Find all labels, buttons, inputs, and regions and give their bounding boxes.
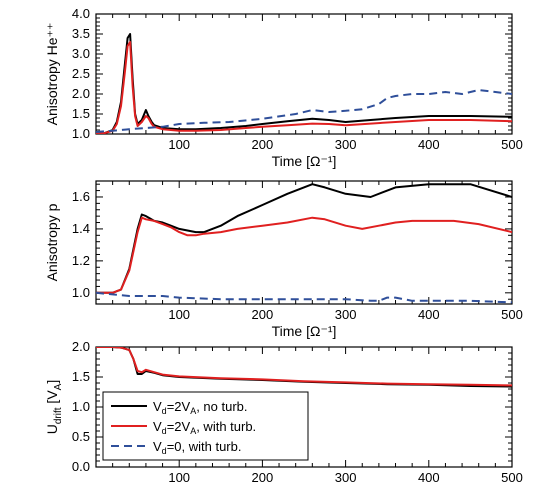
y-tick-label: 1.2 [72, 253, 90, 268]
y-tick-label: 1.0 [72, 285, 90, 300]
y-tick-label: 1.5 [72, 106, 90, 121]
x-tick-label: 500 [501, 470, 523, 485]
panel-3: 100 200 300 400 500 0.0 0.5 1.0 1.5 2.0 Udrift [VA… [44, 339, 523, 485]
x-axis-label: Time [Ω⁻¹] [272, 153, 337, 169]
panel-2: 100 200 300 400 500 1.0 1.2 1.4 1.6 Time [Ω⁻¹] Ani… [44, 180, 523, 339]
x-tick-label: 400 [418, 470, 440, 485]
x-tick-label: 200 [252, 307, 274, 322]
x-tick-label: 100 [168, 307, 190, 322]
series-line-2 [96, 216, 512, 294]
legend: Vd=2VA, no turb. Vd=2VA, with turb. Vd=0, … [102, 391, 309, 461]
y-tick-label: 1.0 [72, 399, 90, 414]
x-tick-label: 300 [335, 137, 357, 152]
y-tick-label: 4.0 [72, 6, 90, 21]
y-tick-label: 0.0 [72, 459, 90, 474]
y-tick-label: 1.5 [72, 369, 90, 384]
y-tick-label: 2.0 [72, 339, 90, 354]
x-tick-label: 100 [168, 137, 190, 152]
y-tick-label: 2.0 [72, 86, 90, 101]
y-tick-label: 0.5 [72, 429, 90, 444]
y-tick-label: 2.5 [72, 66, 90, 81]
x-axis-label: Time [Ω⁻¹] [272, 323, 337, 339]
x-tick-label: 200 [252, 137, 274, 152]
legend-label-3: Vd=0, with turb. [153, 439, 241, 456]
y-axis-label: Anisotropy p [44, 203, 60, 281]
y-axis-label: Anisotropy He⁺⁺ [44, 23, 60, 126]
y-tick-label: 1.4 [72, 221, 90, 236]
y-tick-label: 3.0 [72, 46, 90, 61]
y-axis-label: Udrift [VA] [44, 380, 64, 434]
x-tick-label: 200 [252, 470, 274, 485]
x-tick-label: 500 [501, 307, 523, 322]
y-tick-label: 1.6 [72, 189, 90, 204]
x-tick-label: 300 [335, 470, 357, 485]
x-tick-label: 400 [418, 307, 440, 322]
legend-label-2: Vd=2VA, with turb. [153, 419, 256, 436]
series-line-3 [96, 89, 512, 133]
y-tick-label: 1.0 [72, 126, 90, 141]
x-tick-label: 500 [501, 137, 523, 152]
panel-1: 100 200 300 400 500 1.0 1.5 2.0 2.5 3.0 3.5 4.0 Time… [44, 6, 523, 169]
series-line-3 [96, 291, 512, 304]
legend-label-1: Vd=2VA, no turb. [153, 399, 248, 416]
series-line-1 [96, 183, 512, 294]
series-line-2 [96, 347, 512, 387]
x-tick-label: 100 [168, 470, 190, 485]
x-tick-label: 400 [418, 137, 440, 152]
plot-frame [95, 180, 513, 305]
y-tick-label: 3.5 [72, 26, 90, 41]
x-tick-label: 300 [335, 307, 357, 322]
